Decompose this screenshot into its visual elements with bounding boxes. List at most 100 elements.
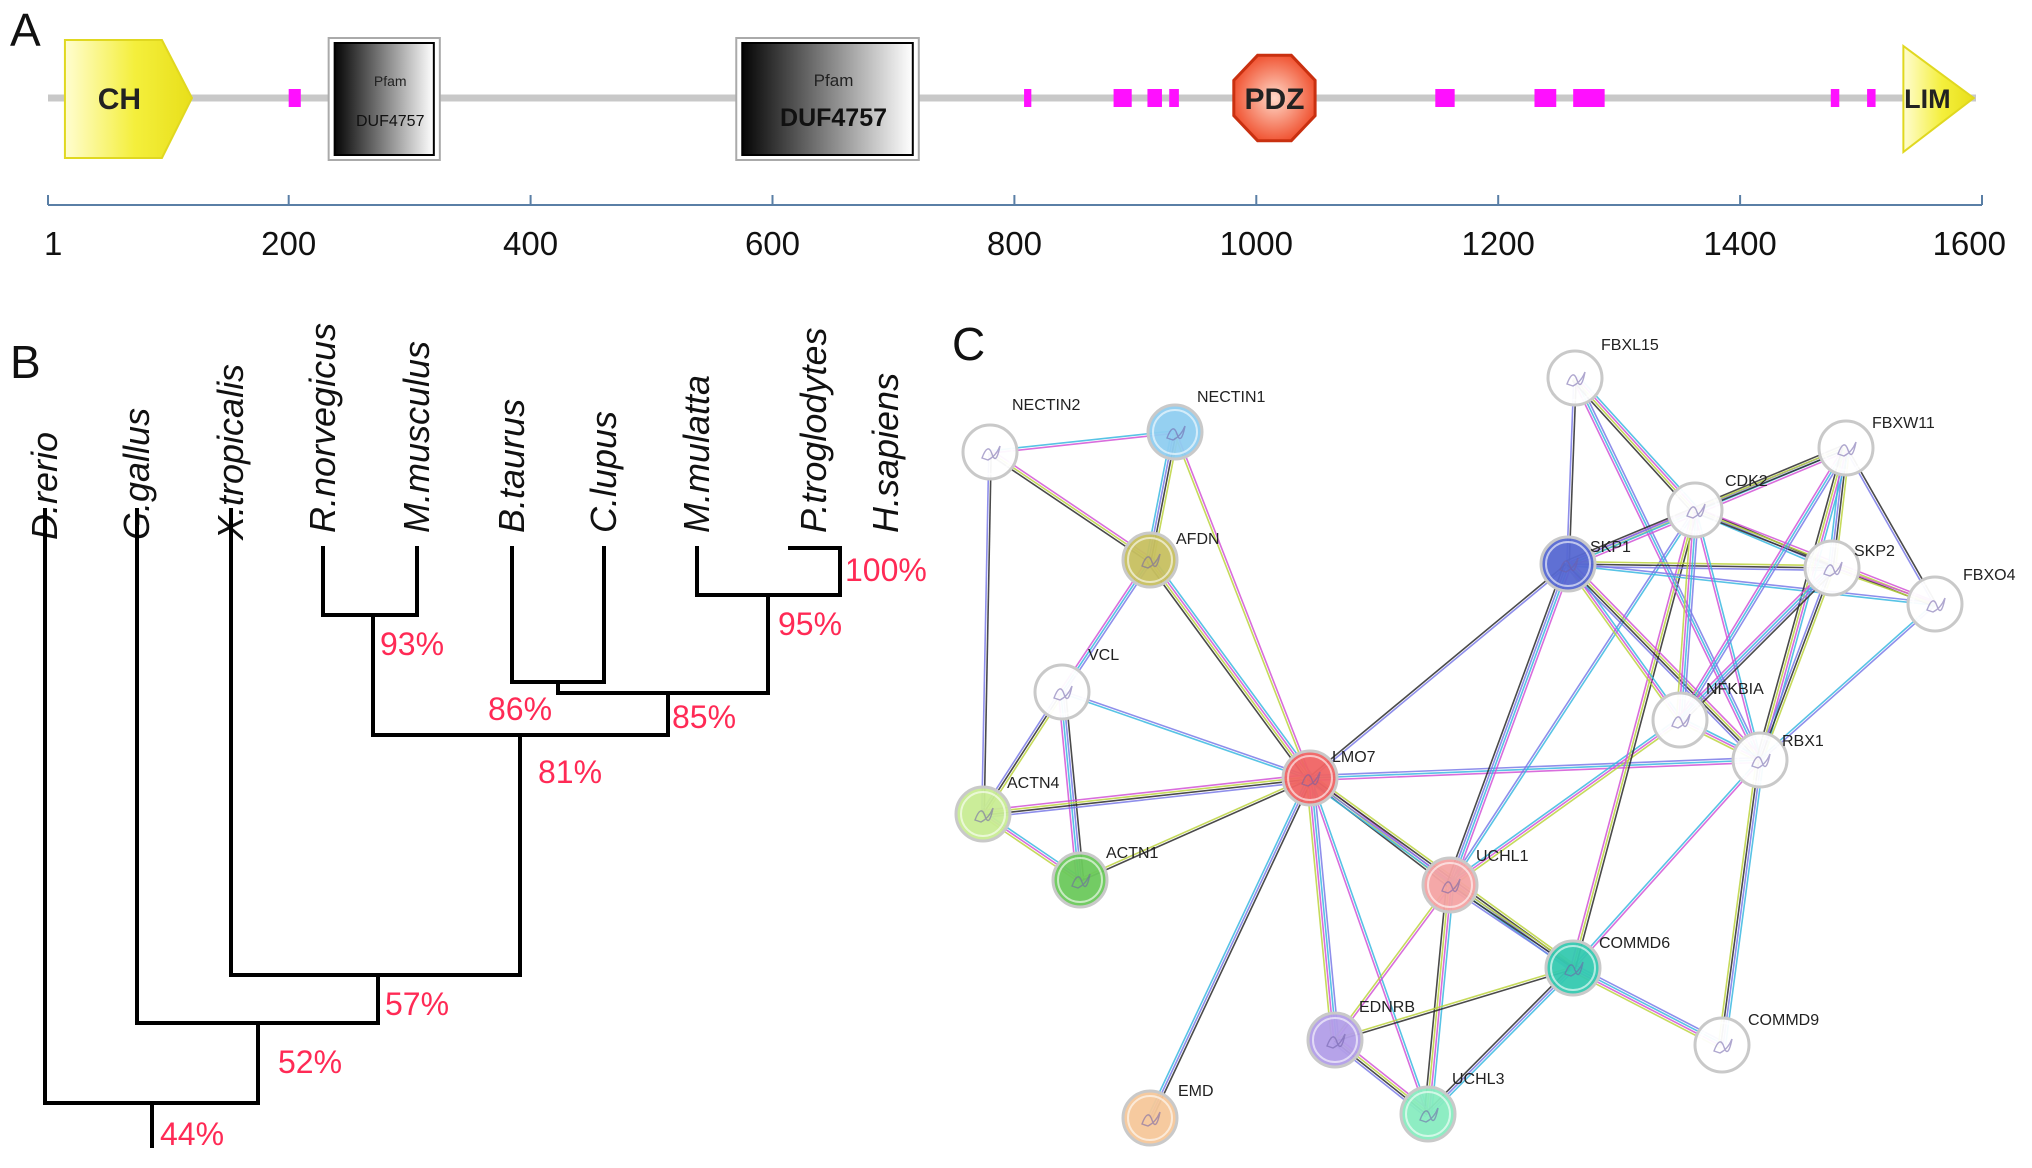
node-actn4[interactable]: ACTN4: [954, 775, 1060, 843]
edge-cdk2-nfkbia: [1675, 509, 1700, 721]
edge-fbxo4-rbx1: [1758, 602, 1937, 762]
bootstrap-rodents: 93%: [380, 626, 444, 662]
domain-ch: CH: [63, 39, 194, 159]
edge-actn4-lmo7: [982, 773, 1311, 819]
domain-lim: LIM: [1902, 44, 1976, 155]
node-vcl[interactable]: VCL: [1033, 647, 1119, 721]
tick-label-1: 1: [44, 225, 62, 262]
node-afdn[interactable]: AFDN: [1121, 531, 1220, 589]
motif-8: [1573, 89, 1605, 107]
node-skp1[interactable]: SKP1: [1539, 535, 1631, 593]
edge-uchl1-skp1: [1445, 562, 1573, 887]
node-label-fbxw11: FBXW11: [1872, 415, 1935, 432]
motif-2: [1024, 89, 1032, 107]
panel-a-letter: A: [10, 4, 41, 56]
edge-uchl1-uchl3: [1423, 884, 1455, 1115]
edge-uchl1-nfkbia: [1448, 717, 1682, 888]
motif-5: [1169, 89, 1179, 107]
edge-afdn-lmo7: [1146, 557, 1314, 781]
edge-fbxw11-rbx1: [1755, 446, 1851, 762]
node-label-afdn: AFDN: [1176, 531, 1220, 548]
taxon-label-r-norvegicus: R.norvegicus: [302, 323, 343, 533]
edge-commd9-rbx1: [1717, 759, 1765, 1046]
edge-fbxw11-fbxo4: [1844, 447, 1937, 605]
panel-b-letter: B: [10, 336, 41, 388]
node-ednrb[interactable]: EDNRB: [1306, 999, 1415, 1069]
node-label-actn4: ACTN4: [1007, 775, 1060, 792]
edge-nectin2-actn4: [981, 451, 992, 815]
node-commd6[interactable]: COMMD6: [1544, 935, 1670, 997]
node-cdk2[interactable]: CDK2: [1666, 473, 1768, 539]
node-label-commd6: COMMD6: [1599, 935, 1670, 952]
domain-label: LIM: [1904, 84, 1951, 114]
domain-label: DUF4757: [780, 104, 887, 132]
edge-fbxl15-cdk2: [1571, 375, 1699, 513]
node-fbxw11[interactable]: FBXW11: [1817, 415, 1935, 477]
motif-9: [1830, 89, 1840, 107]
domain-duf1: Pfam DUF4757: [327, 37, 441, 161]
node-uchl1[interactable]: UCHL1: [1421, 848, 1529, 914]
edge-skp1-nfkbia: [1565, 562, 1683, 722]
node-skp2[interactable]: SKP2: [1803, 539, 1895, 597]
node-rbx1[interactable]: RBX1: [1731, 731, 1824, 789]
bootstrap-primates: 95%: [778, 606, 842, 642]
node-label-uchl1: UCHL1: [1476, 848, 1529, 865]
motif-7: [1534, 89, 1557, 107]
node-label-vcl: VCL: [1088, 647, 1119, 664]
edge-commd6-rbx1: [1571, 758, 1762, 970]
edge-nectin2-nectin1: [989, 430, 1176, 454]
node-label-nectin2: NECTIN2: [1012, 397, 1081, 414]
node-label-rbx1: RBX1: [1782, 733, 1824, 750]
node-label-ednrb: EDNRB: [1359, 999, 1415, 1016]
node-fbxo4[interactable]: FBXO4: [1906, 567, 2016, 633]
edge-fbxl15-skp1: [1566, 377, 1577, 565]
tick-label-200: 200: [261, 225, 316, 262]
node-fbxl15[interactable]: FBXL15: [1546, 337, 1659, 407]
edge-nectin1-lmo7: [1173, 431, 1312, 779]
panel-c-letter: C: [952, 318, 985, 370]
motif-3: [1113, 89, 1132, 107]
node-commd9[interactable]: COMMD9: [1693, 1012, 1819, 1074]
tick-label-600: 600: [745, 225, 800, 262]
node-label-skp2: SKP2: [1854, 543, 1895, 560]
bootstrap-tetrapods: 57%: [385, 986, 449, 1022]
edge-lmo7-skp1: [1308, 562, 1570, 780]
taxon-label-p-troglodytes: P.troglodytes: [793, 328, 834, 533]
edge-lmo7-rbx1: [1309, 756, 1761, 782]
node-label-uchl3: UCHL3: [1452, 1071, 1505, 1088]
tick-label-1600: 1600: [1933, 225, 2006, 262]
node-label-cdk2: CDK2: [1725, 473, 1768, 490]
bootstrap-root: 44%: [160, 1116, 224, 1152]
taxon-label-b-taurus: B.taurus: [491, 399, 532, 533]
edge-vcl-actn1: [1057, 691, 1085, 881]
node-nectin1[interactable]: NECTIN1: [1146, 389, 1266, 461]
bootstrap-laurasia: 86%: [488, 691, 552, 727]
node-label-skp1: SKP1: [1590, 539, 1631, 556]
panel-b-phylogenetic-tree: B D.rerio G.gallus X.tropicalis R.norvegicu…: [10, 323, 927, 1152]
domain-duf2: Pfam DUF4757: [735, 37, 920, 161]
node-lmo7[interactable]: LMO7: [1281, 749, 1376, 807]
edge-lmo7-uchl3: [1308, 777, 1430, 1115]
node-nectin2[interactable]: NECTIN2: [961, 397, 1081, 481]
tick-label-400: 400: [503, 225, 558, 262]
edge-fbxw11-nfkbia: [1677, 446, 1849, 722]
tick-label-800: 800: [987, 225, 1042, 262]
node-nfkbia[interactable]: NFKBIA: [1651, 681, 1764, 749]
domain-pdz: PDZ: [1232, 53, 1317, 143]
edge-skp1-fbxo4: [1567, 562, 1936, 606]
node-label-nectin1: NECTIN1: [1197, 389, 1266, 406]
edge-lmo7-emd: [1147, 776, 1313, 1120]
node-uchl3[interactable]: UCHL3: [1399, 1071, 1505, 1143]
edge-skp2-nfkbia: [1676, 564, 1836, 724]
node-actn1[interactable]: ACTN1: [1051, 845, 1159, 909]
tick-label-1400: 1400: [1703, 225, 1776, 262]
edge-uchl3-commd6: [1425, 965, 1576, 1117]
taxon-label-c-lupus: C.lupus: [583, 411, 624, 533]
motif-10: [1867, 89, 1876, 107]
motif-1: [288, 89, 301, 107]
pfam-label: Pfam: [374, 73, 407, 89]
node-label-emd: EMD: [1178, 1083, 1214, 1100]
motif-4: [1147, 89, 1162, 107]
domain-label: DUF4757: [356, 113, 425, 130]
node-emd[interactable]: EMD: [1121, 1083, 1214, 1147]
